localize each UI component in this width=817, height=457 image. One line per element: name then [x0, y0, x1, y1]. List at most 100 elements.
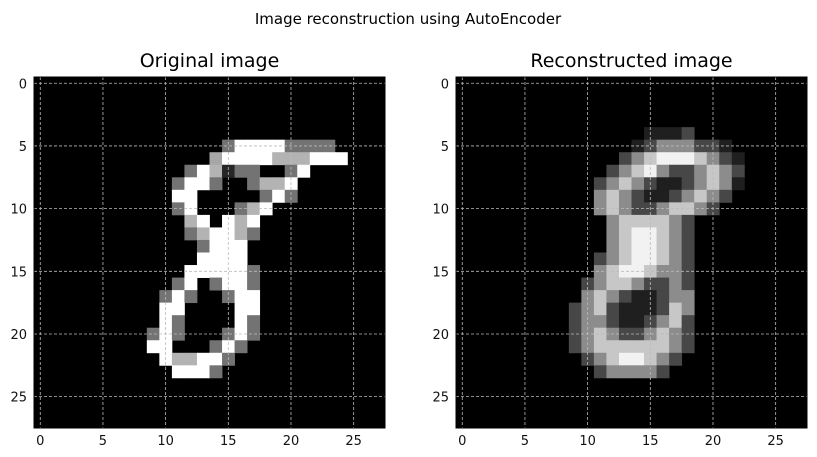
pixel-original	[247, 327, 261, 341]
pixel-original	[322, 152, 336, 166]
pixel-original	[272, 189, 286, 203]
pixel-original	[234, 290, 248, 304]
pixel-reconstructed	[731, 164, 745, 178]
pixel-original	[234, 252, 248, 266]
pixel-original	[234, 227, 248, 241]
pixel-original	[159, 315, 173, 329]
pixel-original	[146, 340, 160, 354]
axes-frame-reconstructed	[455, 76, 808, 429]
pixel-original	[284, 164, 298, 178]
pixel-reconstructed	[618, 202, 632, 216]
pixel-reconstructed	[669, 177, 683, 191]
pixel-original	[259, 152, 273, 166]
pixel-reconstructed	[618, 352, 632, 366]
pixel-reconstructed	[631, 277, 645, 291]
pixel-reconstructed	[669, 290, 683, 304]
x-tick-label: 10	[579, 434, 596, 449]
x-tick-label: 15	[220, 434, 237, 449]
pixel-reconstructed	[606, 189, 620, 203]
pixel-reconstructed	[631, 302, 645, 316]
pixel-reconstructed	[656, 340, 670, 354]
x-tick-label: 20	[705, 434, 722, 449]
pixel-reconstructed	[606, 340, 620, 354]
pixel-reconstructed	[731, 177, 745, 191]
x-tick-label: 20	[283, 434, 300, 449]
pixel-reconstructed	[631, 189, 645, 203]
pixel-reconstructed	[644, 340, 657, 354]
y-tick-label: 0	[19, 77, 27, 92]
pixel-reconstructed	[656, 277, 670, 291]
pixel-reconstructed	[606, 164, 620, 178]
pixel-original	[272, 139, 286, 153]
pixel-reconstructed	[719, 152, 733, 166]
pixel-original	[272, 177, 286, 191]
pixel-original	[184, 177, 198, 191]
pixel-reconstructed	[656, 214, 670, 228]
pixel-original	[184, 365, 198, 379]
pixel-original	[171, 302, 185, 316]
y-tick-label: 5	[441, 140, 449, 155]
pixel-original	[247, 290, 261, 304]
pixel-reconstructed	[631, 365, 645, 379]
pixel-reconstructed	[606, 277, 620, 291]
pixel-original	[209, 177, 223, 191]
pixel-reconstructed	[681, 177, 695, 191]
pixel-reconstructed	[669, 277, 683, 291]
pixel-reconstructed	[669, 202, 683, 216]
y-tick-label: 20	[432, 328, 449, 343]
x-tick-label: 5	[521, 434, 529, 449]
pixel-reconstructed	[656, 127, 670, 141]
pixel-original	[247, 214, 261, 228]
pixel-reconstructed	[681, 252, 695, 266]
pixel-original	[184, 164, 198, 178]
pixel-reconstructed	[644, 290, 657, 304]
pixel-reconstructed	[694, 189, 708, 203]
pixel-reconstructed	[644, 365, 657, 379]
pixel-reconstructed	[593, 265, 607, 278]
pixel-reconstructed	[644, 189, 657, 203]
pixel-original	[234, 277, 248, 291]
pixel-original	[247, 139, 261, 153]
pixel-reconstructed	[606, 239, 620, 253]
pixel-reconstructed	[669, 239, 683, 253]
pixel-reconstructed	[618, 214, 632, 228]
pixel-reconstructed	[656, 315, 670, 329]
pixel-original	[247, 227, 261, 241]
pixel-original	[159, 290, 173, 304]
pixel-original	[171, 352, 185, 366]
pixel-reconstructed	[644, 239, 657, 253]
figure-suptitle: Image reconstruction using AutoEncoder	[255, 10, 562, 28]
pixel-reconstructed	[681, 227, 695, 241]
pixel-reconstructed	[694, 202, 708, 216]
pixel-original	[171, 365, 185, 379]
pixel-reconstructed	[656, 177, 670, 191]
pixel-reconstructed	[681, 315, 695, 329]
pixel-reconstructed	[593, 189, 607, 203]
pixel-reconstructed	[618, 277, 632, 291]
pixel-reconstructed	[681, 214, 695, 228]
pixel-reconstructed	[669, 127, 683, 141]
pixel-original	[209, 164, 223, 178]
pixel-reconstructed	[581, 290, 595, 304]
pixel-reconstructed	[669, 139, 683, 153]
pixel-original	[209, 239, 223, 253]
pixel-reconstructed	[694, 139, 708, 153]
x-tick-label: 15	[642, 434, 659, 449]
pixel-reconstructed	[694, 164, 708, 178]
pixel-original	[171, 189, 185, 203]
pixel-reconstructed	[681, 189, 695, 203]
y-tick-label: 15	[10, 265, 27, 280]
pixel-reconstructed	[593, 277, 607, 291]
pixel-reconstructed	[618, 239, 632, 253]
y-tick-label: 25	[432, 391, 449, 406]
pixel-reconstructed	[606, 214, 620, 228]
pixel-original	[259, 177, 273, 191]
pixel-original	[171, 202, 185, 216]
x-tick-label: 25	[345, 434, 362, 449]
pixel-original	[171, 177, 185, 191]
pixel-reconstructed	[593, 302, 607, 316]
pixel-reconstructed	[568, 315, 582, 329]
pixel-reconstructed	[644, 164, 657, 178]
pixel-reconstructed	[644, 214, 657, 228]
pixel-reconstructed	[618, 327, 632, 341]
